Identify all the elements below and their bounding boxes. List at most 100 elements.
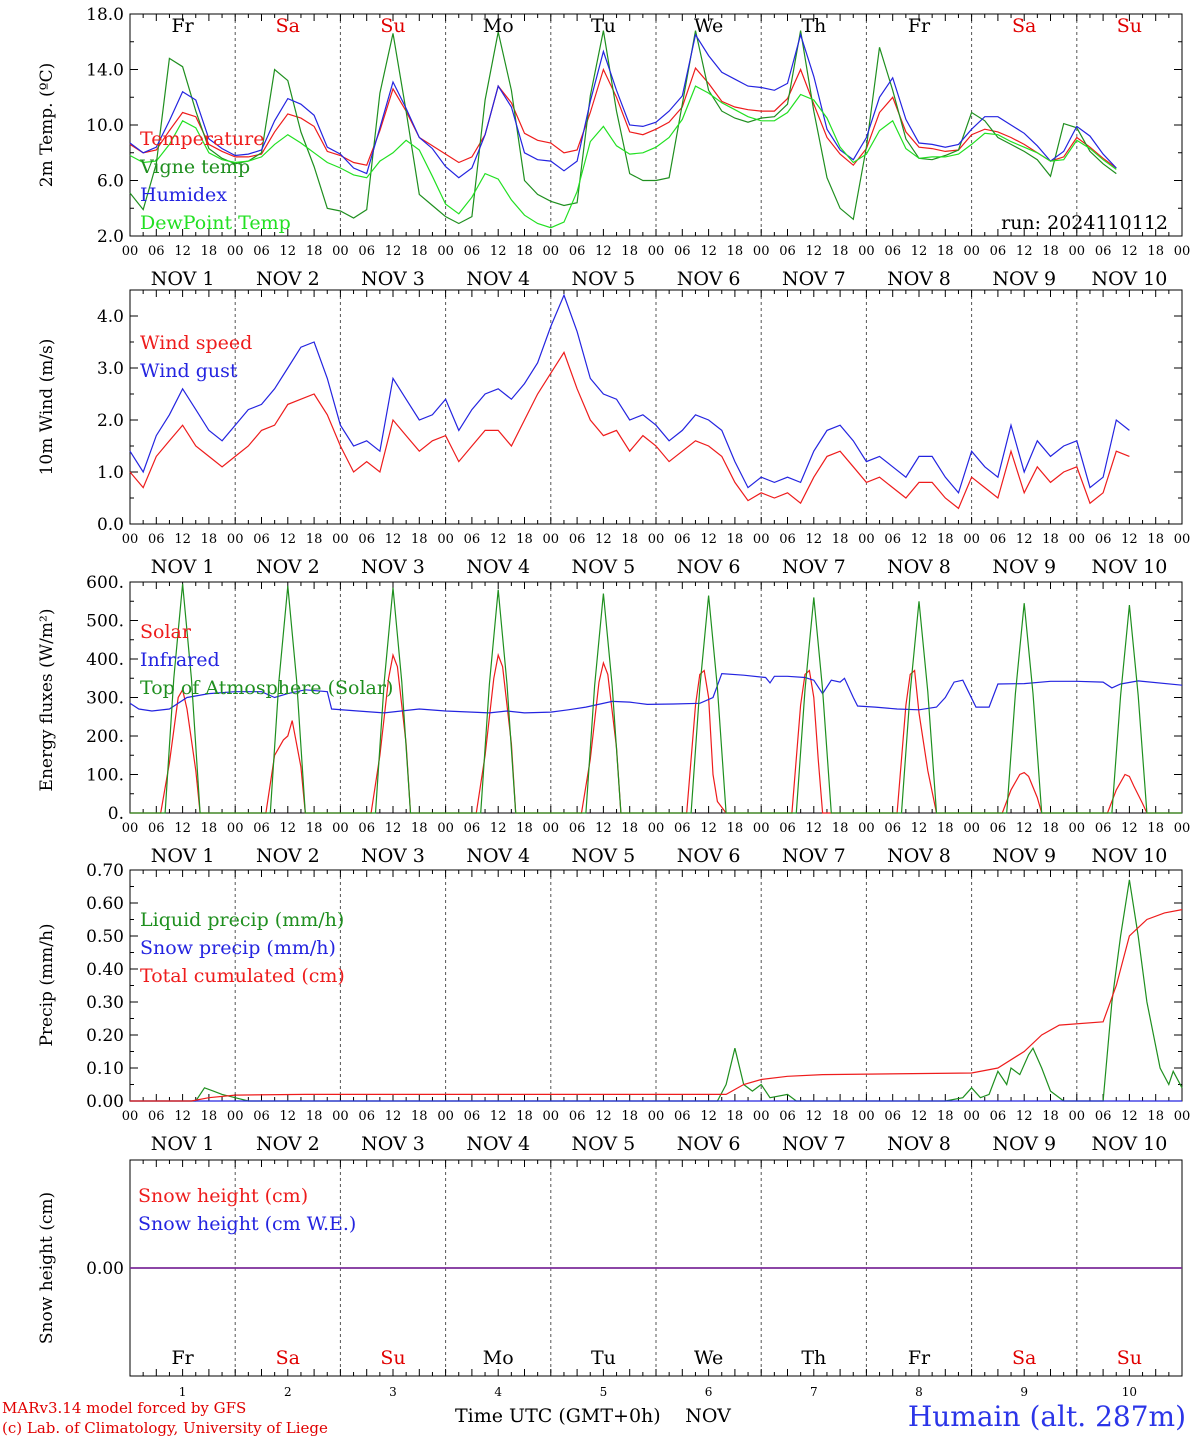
wind-hour-label: 18 — [1147, 532, 1164, 547]
flux-hour-label: 06 — [569, 821, 586, 836]
weekday-label-top: We — [694, 15, 723, 37]
flux-hour-label: 00 — [963, 821, 980, 836]
wind-date-label: NOV 4 — [466, 556, 530, 578]
flux-y-tick-label: 300. — [86, 689, 124, 709]
precip-y-tick-label: 0.30 — [86, 993, 124, 1013]
precip-y-tick-label: 0.60 — [86, 894, 124, 914]
wind-hour-label: 00 — [1069, 532, 1086, 547]
precip-y-tick-label: 0.00 — [86, 1092, 124, 1112]
temp-hour-label: 06 — [990, 244, 1007, 259]
temp-date-label: NOV 5 — [572, 268, 636, 290]
wind-date-label: NOV 7 — [782, 556, 846, 578]
flux-date-label: NOV 3 — [361, 845, 425, 867]
flux-hour-label: 06 — [253, 821, 270, 836]
wind-hour-label: 06 — [464, 532, 481, 547]
precip-hour-label: 06 — [779, 1109, 796, 1124]
wind-hour-label: 18 — [832, 532, 849, 547]
wind-date-label: NOV 5 — [572, 556, 636, 578]
flux-date-label: NOV 5 — [572, 845, 636, 867]
temp-hour-label: 06 — [884, 244, 901, 259]
flux-hour-label: 12 — [700, 821, 717, 836]
temp-hour-label: 12 — [280, 244, 297, 259]
temp-hour-label: 00 — [332, 244, 349, 259]
wind-hour-label: 00 — [858, 532, 875, 547]
flux-hour-label: 06 — [464, 821, 481, 836]
wind-hour-label: 00 — [437, 532, 454, 547]
precip-hour-label: 18 — [411, 1109, 428, 1124]
temp-hour-label: 00 — [543, 244, 560, 259]
flux-hour-label: 06 — [358, 821, 375, 836]
flux-date-label: NOV 4 — [466, 845, 530, 867]
precip-hour-label: 18 — [727, 1109, 744, 1124]
flux-legend-solar: Solar — [140, 621, 192, 643]
wind-y-tick-label: 2.0 — [97, 411, 124, 431]
precip-date-label: NOV 3 — [361, 1133, 425, 1155]
flux-hour-label: 18 — [201, 821, 218, 836]
precip-date-label: NOV 7 — [782, 1133, 846, 1155]
wind-hour-label: 00 — [1174, 532, 1191, 547]
wind-hour-label: 12 — [1121, 532, 1138, 547]
precip-hour-label: 06 — [990, 1109, 1007, 1124]
precip-hour-label: 00 — [227, 1109, 244, 1124]
precip-hour-label: 06 — [1095, 1109, 1112, 1124]
day-number-label: 4 — [494, 1385, 502, 1399]
temp-date-label: NOV 1 — [151, 268, 215, 290]
precip-legend-snow-precip-mm-h-: Snow precip (mm/h) — [140, 937, 336, 959]
temp-date-label: NOV 2 — [256, 268, 320, 290]
weekday-label-top: Su — [380, 15, 405, 37]
flux-y-tick-label: 600. — [86, 573, 124, 593]
temp-date-label: NOV 9 — [992, 268, 1056, 290]
wind-date-label: NOV 3 — [361, 556, 425, 578]
flux-panel: 0. 100. 200. 300. 400. 500. 600. Energy fluxes … — [37, 573, 1190, 867]
flux-hour-label: 18 — [306, 821, 323, 836]
day-number-label: 7 — [810, 1385, 818, 1399]
flux-hour-label: 00 — [122, 821, 139, 836]
flux-y-tick-label: 200. — [86, 727, 124, 747]
temp-hour-label: 00 — [227, 244, 244, 259]
flux-date-label: NOV 8 — [887, 845, 951, 867]
precip-date-label: NOV 10 — [1091, 1133, 1167, 1155]
wind-legend-wind-speed: Wind speed — [140, 332, 252, 354]
wind-hour-label: 06 — [253, 532, 270, 547]
flux-legend-infrared: Infrared — [140, 649, 220, 671]
wind-hour-label: 00 — [753, 532, 770, 547]
day-number-label: 5 — [600, 1385, 608, 1399]
weekday-label-top: Fr — [908, 15, 931, 37]
wind-hour-label: 18 — [621, 532, 638, 547]
precip-hour-label: 18 — [937, 1109, 954, 1124]
precip-date-label: NOV 4 — [466, 1133, 530, 1155]
temp-hour-label: 18 — [1147, 244, 1164, 259]
day-number-label: 9 — [1020, 1385, 1028, 1399]
wind-hour-label: 18 — [411, 532, 428, 547]
precip-y-tick-label: 0.40 — [86, 960, 124, 980]
temp-hour-label: 06 — [779, 244, 796, 259]
wind-hour-label: 00 — [648, 532, 665, 547]
temp-hour-label: 12 — [385, 244, 402, 259]
wind-hour-label: 18 — [516, 532, 533, 547]
precip-hour-label: 18 — [832, 1109, 849, 1124]
flux-series-top-of-atmosphere-solar- — [130, 583, 1182, 814]
weekday-label-top: Fr — [171, 15, 194, 37]
temp-series-temperature — [129, 66, 1117, 169]
precip-date-label: NOV 2 — [256, 1133, 320, 1155]
wind-hour-label: 12 — [385, 532, 402, 547]
precip-date-label: NOV 9 — [992, 1133, 1056, 1155]
flux-legend-top-of-atmosphere-solar-: Top of Atmosphere (Solar) — [140, 677, 393, 699]
flux-hour-label: 00 — [227, 821, 244, 836]
precip-hour-label: 12 — [700, 1109, 717, 1124]
flux-hour-label: 00 — [332, 821, 349, 836]
flux-hour-label: 18 — [1147, 821, 1164, 836]
flux-hour-label: 06 — [674, 821, 691, 836]
flux-hour-label: 18 — [516, 821, 533, 836]
temp-hour-label: 12 — [1121, 244, 1138, 259]
snow-panel: 0.00 Snow height (cm) Snow height (cm) Snow… — [37, 1159, 1183, 1377]
weekday-label-bottom: We — [694, 1347, 723, 1369]
snow-legend-snow-height-cm-: Snow height (cm) — [138, 1185, 308, 1207]
day-number-label: 8 — [915, 1385, 923, 1399]
precip-hour-label: 18 — [516, 1109, 533, 1124]
precip-y-axis-label: Precip (mm/h) — [37, 923, 57, 1046]
precip-hour-label: 06 — [569, 1109, 586, 1124]
precip-hour-label: 00 — [858, 1109, 875, 1124]
wind-hour-label: 06 — [569, 532, 586, 547]
wind-hour-label: 06 — [148, 532, 165, 547]
